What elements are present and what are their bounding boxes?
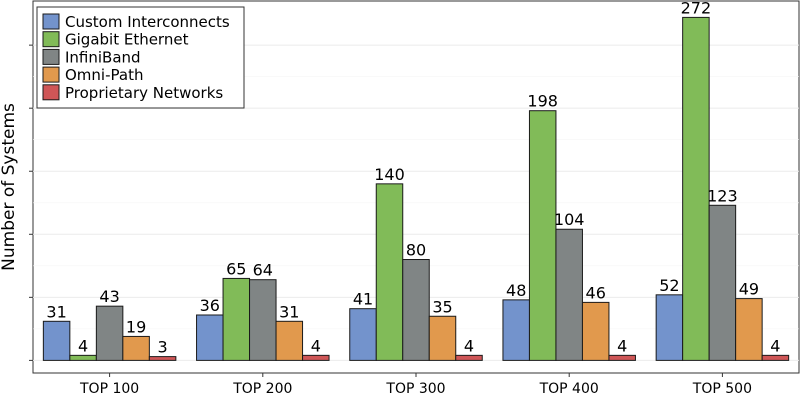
data-label: 3: [158, 338, 168, 357]
data-label: 52: [659, 276, 679, 295]
bar: [581, 301, 610, 361]
data-label: 35: [432, 297, 452, 316]
bar: [148, 356, 177, 361]
data-label: 36: [200, 296, 220, 315]
data-labels: 31 4 43 19 3 36 65 64 31 4 41 140 80 35 4 48 198 104 46 4 52…: [46, 0, 780, 357]
data-label: 4: [78, 336, 88, 355]
x-tick-label: TOP 200: [232, 381, 292, 397]
legend-box: [36, 6, 245, 109]
legend-swatch: [42, 66, 60, 83]
legend-label: Custom Interconnects: [65, 13, 230, 31]
legend-swatch: [42, 31, 60, 48]
data-label: 104: [554, 210, 585, 229]
legend-swatch: [42, 84, 60, 101]
data-label: 4: [770, 336, 780, 355]
bar: [375, 183, 404, 361]
data-label: 80: [406, 241, 426, 260]
x-axis: TOP 100 TOP 200 TOP 300 TOP 400 TOP 500: [79, 373, 752, 397]
x-tick-label: TOP 500: [692, 381, 752, 397]
bar: [122, 335, 150, 361]
data-label: 46: [586, 283, 606, 302]
legend-label: Omni-Path: [65, 66, 143, 84]
legend-label: InfiniBand: [65, 48, 141, 66]
legend-swatch: [42, 48, 60, 65]
bar: [528, 110, 557, 361]
bar: [735, 298, 763, 361]
data-label: 272: [681, 0, 712, 17]
x-tick-label: TOP 400: [539, 381, 599, 397]
bar: [42, 320, 71, 361]
data-label: 19: [126, 317, 146, 336]
bar: [428, 315, 457, 361]
data-label: 123: [707, 186, 738, 205]
bar: [608, 354, 636, 361]
legend-label: Proprietary Networks: [65, 84, 223, 102]
data-label: 43: [99, 287, 119, 306]
y-axis-ticks: [29, 44, 33, 361]
bar: [275, 320, 304, 361]
y-axis-title: Number of Systems: [0, 103, 19, 271]
bar: [502, 299, 530, 361]
bar: [249, 279, 277, 361]
data-label: 64: [253, 261, 273, 280]
legend-label: Gigabit Ethernet: [65, 31, 189, 49]
bar: [655, 294, 684, 361]
bar: [222, 277, 251, 361]
bar: [708, 204, 737, 361]
data-label: 49: [739, 280, 759, 299]
bar: [196, 314, 224, 361]
bars: [42, 16, 790, 361]
x-tick-label: TOP 100: [79, 381, 139, 397]
data-label: 41: [353, 290, 373, 309]
data-label: 4: [617, 336, 627, 355]
bar: [682, 16, 710, 361]
bar: [302, 354, 330, 361]
data-label: 198: [527, 92, 558, 111]
x-tick-label: TOP 300: [385, 381, 445, 397]
bar: [455, 354, 483, 361]
bar: [402, 259, 430, 361]
bar: [761, 354, 790, 361]
data-label: 4: [311, 336, 321, 355]
data-label: 65: [226, 259, 246, 278]
bar: [349, 308, 377, 361]
bar: [95, 305, 124, 361]
data-label: 48: [506, 281, 526, 300]
data-label: 4: [464, 336, 474, 355]
data-label: 140: [374, 165, 405, 184]
bar: [69, 354, 97, 361]
legend-swatch: [42, 13, 60, 30]
data-label: 31: [46, 302, 66, 321]
bar: [555, 228, 583, 361]
data-label: 31: [279, 302, 299, 321]
